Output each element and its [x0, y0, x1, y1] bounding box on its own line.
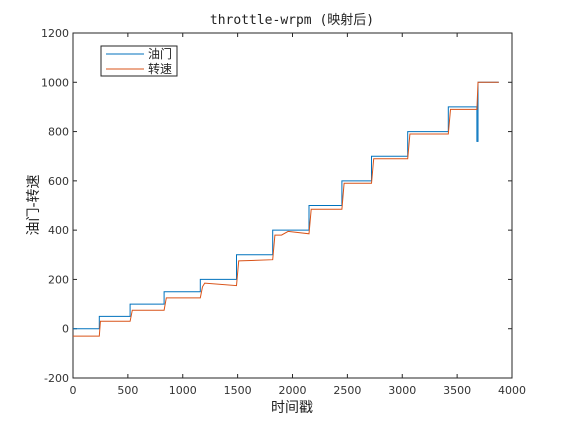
- x-tick-label: 3500: [443, 384, 471, 397]
- y-tick-label: 1000: [41, 76, 69, 89]
- x-tick-label: 1000: [169, 384, 197, 397]
- plot-area: [72, 32, 513, 379]
- y-tick-label: 400: [48, 224, 69, 237]
- x-axis: 0 500 1000 1500 2000 2500 3000 3500 4000: [70, 33, 526, 397]
- legend-label-throttle: 油门: [148, 46, 172, 61]
- legend-label-rpm: 转速: [148, 61, 172, 76]
- y-tick-label: 600: [48, 175, 69, 188]
- x-tick-label: 2500: [333, 384, 361, 397]
- legend: 油门 转速: [100, 45, 178, 77]
- x-axis-title: 时间戳: [271, 400, 313, 416]
- series-line-throttle: [73, 81, 499, 330]
- y-axis-title: 油门-转速: [26, 174, 42, 235]
- x-tick-label: 0: [70, 384, 77, 397]
- x-tick-label: 500: [117, 384, 138, 397]
- y-tick-label: 800: [48, 126, 69, 139]
- x-tick-label: 3000: [388, 384, 416, 397]
- legend-box: [100, 45, 178, 77]
- series-layer: [73, 81, 499, 337]
- y-tick-label: 1200: [41, 27, 69, 40]
- y-tick-label: 0: [62, 323, 69, 336]
- x-tick-label: 4000: [498, 384, 526, 397]
- x-tick-label: 2000: [279, 384, 307, 397]
- y-tick-label: 200: [48, 273, 69, 286]
- chart-title: throttle-wrpm (映射后): [210, 12, 374, 28]
- series-line-rpm: [73, 81, 499, 337]
- y-tick-label: -200: [44, 372, 69, 385]
- x-tick-label: 1500: [224, 384, 252, 397]
- y-axis: -200 0 200 400 600 800 1000 1200: [41, 27, 512, 385]
